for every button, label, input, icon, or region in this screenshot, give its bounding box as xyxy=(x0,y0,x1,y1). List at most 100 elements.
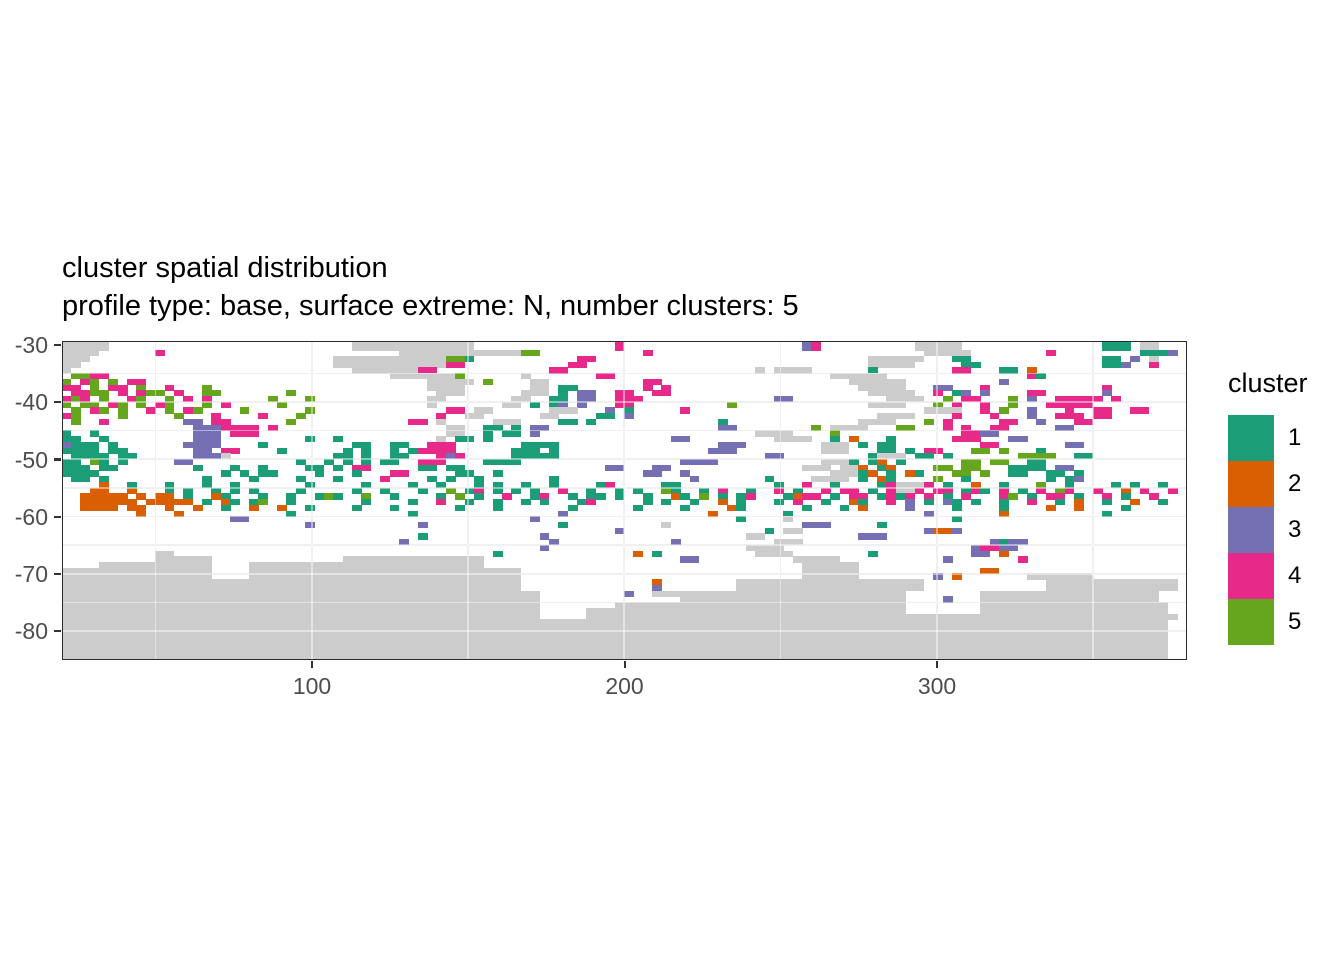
cluster-cell xyxy=(989,413,1000,420)
cluster-cell xyxy=(605,407,616,414)
cluster-cell xyxy=(352,487,362,494)
cluster-cell xyxy=(492,504,503,512)
cluster-cell xyxy=(1111,395,1122,403)
land-cell xyxy=(839,464,859,471)
cluster-cell xyxy=(698,493,709,500)
cluster-cell xyxy=(89,430,100,437)
land-cell xyxy=(980,607,1169,615)
cluster-cell xyxy=(652,584,662,592)
cluster-cell xyxy=(867,367,878,374)
cluster-cell xyxy=(520,499,531,506)
gridline-v xyxy=(623,342,625,659)
cluster-cell xyxy=(398,539,409,546)
cluster-cell xyxy=(1148,361,1159,368)
cluster-cell xyxy=(1027,493,1037,500)
cluster-cell xyxy=(980,384,991,391)
chart-title: cluster spatial distribution xyxy=(62,252,388,284)
cluster-cell xyxy=(436,481,447,489)
cluster-cell xyxy=(998,493,1009,500)
cluster-cell xyxy=(80,499,137,506)
cluster-cell xyxy=(548,401,559,408)
cluster-cell xyxy=(670,539,681,546)
cluster-cell xyxy=(727,504,737,512)
cluster-cell xyxy=(595,413,616,420)
cluster-cell xyxy=(933,390,944,397)
cluster-cell xyxy=(905,499,916,506)
cluster-cell xyxy=(530,430,541,437)
cluster-cell xyxy=(811,342,822,351)
cluster-cell xyxy=(980,441,1000,449)
land-cell xyxy=(492,418,522,426)
cluster-cell xyxy=(530,516,541,523)
cluster-cell xyxy=(830,493,841,500)
x-tick-label: 100 xyxy=(292,673,332,699)
cluster-cell xyxy=(1027,407,1037,414)
x-tick-label: 300 xyxy=(917,673,957,699)
cluster-cell xyxy=(1027,373,1037,380)
cluster-cell xyxy=(183,418,203,426)
cluster-cell xyxy=(473,481,484,489)
cluster-cell xyxy=(136,510,147,517)
land-cell xyxy=(548,407,578,414)
cluster-cell xyxy=(305,481,316,489)
cluster-cell xyxy=(961,395,981,403)
cluster-cell xyxy=(558,401,569,408)
cluster-cell xyxy=(1045,470,1066,477)
cluster-cell xyxy=(895,458,906,466)
cluster-cell xyxy=(314,470,325,477)
cluster-cell xyxy=(1102,493,1112,500)
land-cell xyxy=(830,470,859,477)
land-cell xyxy=(436,390,466,397)
cluster-cell xyxy=(1130,481,1141,489)
cluster-cell xyxy=(548,476,559,483)
land-cell xyxy=(445,430,466,437)
cluster-cell xyxy=(333,464,344,471)
land-cell xyxy=(342,556,484,563)
cluster-cell xyxy=(717,499,728,506)
cluster-cell xyxy=(923,510,934,517)
cluster-cell xyxy=(530,401,541,408)
cluster-cell xyxy=(389,470,409,477)
cluster-cell xyxy=(192,464,203,471)
land-cell xyxy=(63,647,1169,655)
cluster-cell xyxy=(577,401,587,408)
cluster-cell xyxy=(680,493,691,500)
cluster-cell xyxy=(998,544,1019,552)
cluster-cell xyxy=(830,430,841,437)
cluster-cell xyxy=(80,493,128,500)
land-cell xyxy=(736,584,925,592)
legend-swatch xyxy=(1228,599,1274,645)
cluster-cell xyxy=(914,487,925,494)
cluster-cell xyxy=(961,390,972,397)
cluster-cell xyxy=(164,504,175,512)
cluster-cell xyxy=(623,590,634,597)
land-cell xyxy=(830,424,869,431)
cluster-cell xyxy=(1139,350,1169,357)
cluster-cell xyxy=(258,413,269,420)
cluster-cell xyxy=(183,493,194,500)
cluster-cell xyxy=(220,447,241,454)
cluster-cell xyxy=(98,464,119,471)
cluster-cell xyxy=(923,481,934,489)
cluster-cell xyxy=(427,441,456,449)
cluster-cell xyxy=(764,527,775,534)
cluster-cell xyxy=(773,499,784,506)
land-cell xyxy=(445,424,466,431)
land-cell xyxy=(464,413,484,420)
cluster-cell xyxy=(773,487,784,494)
cluster-cell xyxy=(389,453,409,460)
cluster-cell xyxy=(530,487,541,494)
cluster-cell xyxy=(877,441,897,449)
cluster-cell xyxy=(164,407,175,414)
cluster-cell xyxy=(942,556,953,563)
cluster-cell xyxy=(867,453,878,460)
cluster-cell xyxy=(127,395,137,403)
cluster-cell xyxy=(652,390,672,397)
cluster-cell xyxy=(745,487,756,494)
cluster-cell xyxy=(886,436,897,443)
cluster-cell xyxy=(1045,493,1066,500)
land-cell xyxy=(63,579,522,586)
cluster-cell xyxy=(70,395,81,403)
cluster-cell xyxy=(89,378,100,386)
cluster-cell xyxy=(108,441,119,449)
